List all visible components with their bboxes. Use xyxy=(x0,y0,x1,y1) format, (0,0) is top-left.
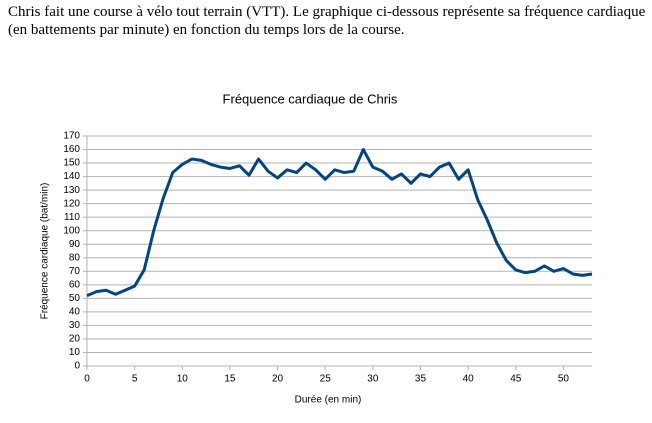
y-tick-label: 130 xyxy=(63,185,80,196)
y-axis-label: Fréquence cardiaque (bat/min) xyxy=(40,183,51,320)
x-tick-label: 15 xyxy=(224,374,236,385)
y-tick-label: 50 xyxy=(69,293,81,304)
x-tick-label: 45 xyxy=(510,374,522,385)
y-tick-label: 90 xyxy=(69,239,81,250)
y-tick-label: 30 xyxy=(69,320,81,331)
y-tick-label: 100 xyxy=(63,225,80,236)
x-tick-label: 10 xyxy=(177,374,189,385)
x-tick-label: 30 xyxy=(367,374,379,385)
y-tick-label: 160 xyxy=(63,144,80,155)
x-tick-label: 5 xyxy=(132,374,138,385)
y-tick-label: 150 xyxy=(63,158,80,169)
y-tick-label: 70 xyxy=(69,266,81,277)
x-tick-label: 0 xyxy=(84,374,90,385)
y-tick-label: 140 xyxy=(63,171,80,182)
y-tick-label: 80 xyxy=(69,252,81,263)
y-tick-label: 40 xyxy=(69,307,81,318)
y-tick-label: 60 xyxy=(69,279,81,290)
x-tick-label: 20 xyxy=(272,374,284,385)
data-line xyxy=(86,148,593,298)
y-tick-label: 0 xyxy=(74,361,80,372)
x-tick-label: 50 xyxy=(558,374,570,385)
x-axis-label: Durée (en min) xyxy=(295,395,362,406)
paragraph-line: (en battements par minute) en fonction d… xyxy=(8,22,405,38)
x-tick-label: 25 xyxy=(320,374,332,385)
paragraph-line: Chris fait une course à vélo tout terrai… xyxy=(8,4,646,20)
y-tick-label: 120 xyxy=(63,198,80,209)
y-tick-label: 170 xyxy=(63,131,80,142)
chart-title: Fréquence cardiaque de Chris xyxy=(223,91,398,106)
y-tick-label: 110 xyxy=(64,212,80,223)
y-tick-label: 10 xyxy=(69,347,81,358)
y-tick-label: 20 xyxy=(69,334,81,345)
x-tick-label: 35 xyxy=(415,374,427,385)
x-tick-label: 40 xyxy=(463,374,475,385)
